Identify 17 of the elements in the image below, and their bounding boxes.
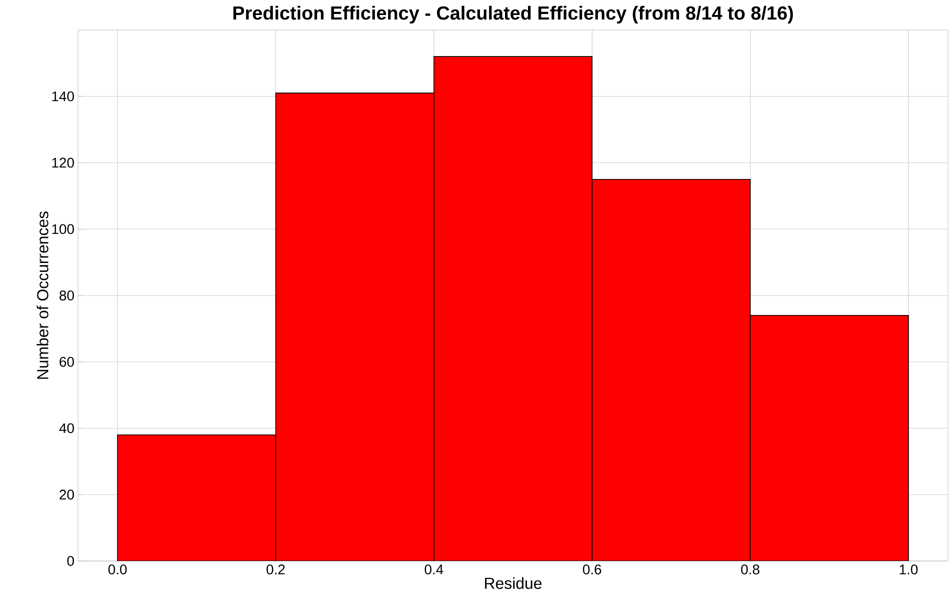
y-tick-label: 120	[52, 158, 74, 168]
x-tick-label: 0.2	[266, 564, 285, 574]
x-tick-label: 0.0	[108, 564, 127, 574]
y-tick-label: 40	[59, 423, 74, 434]
x-tick-label: 0.8	[741, 564, 760, 574]
x-tick-label: 0.6	[582, 564, 602, 574]
y-tick-label: 100	[52, 224, 74, 234]
chart-title: Prediction Efficiency - Calculated Efficiency (from 8/14 to 8/16)	[233, 6, 793, 24]
y-tick-label: 20	[60, 490, 74, 500]
x-tick-label: 0.4	[424, 564, 444, 574]
y-tick-label: 60	[60, 356, 74, 367]
y-tick-label: 0	[67, 556, 74, 566]
x-tick-label: 1.0	[900, 564, 918, 574]
x-axis-title: Residue	[485, 577, 542, 589]
y-tick-label: 80	[60, 290, 74, 300]
y-tick-label: 140	[52, 91, 74, 102]
y-axis-title: Number of Occurrences	[36, 212, 48, 379]
